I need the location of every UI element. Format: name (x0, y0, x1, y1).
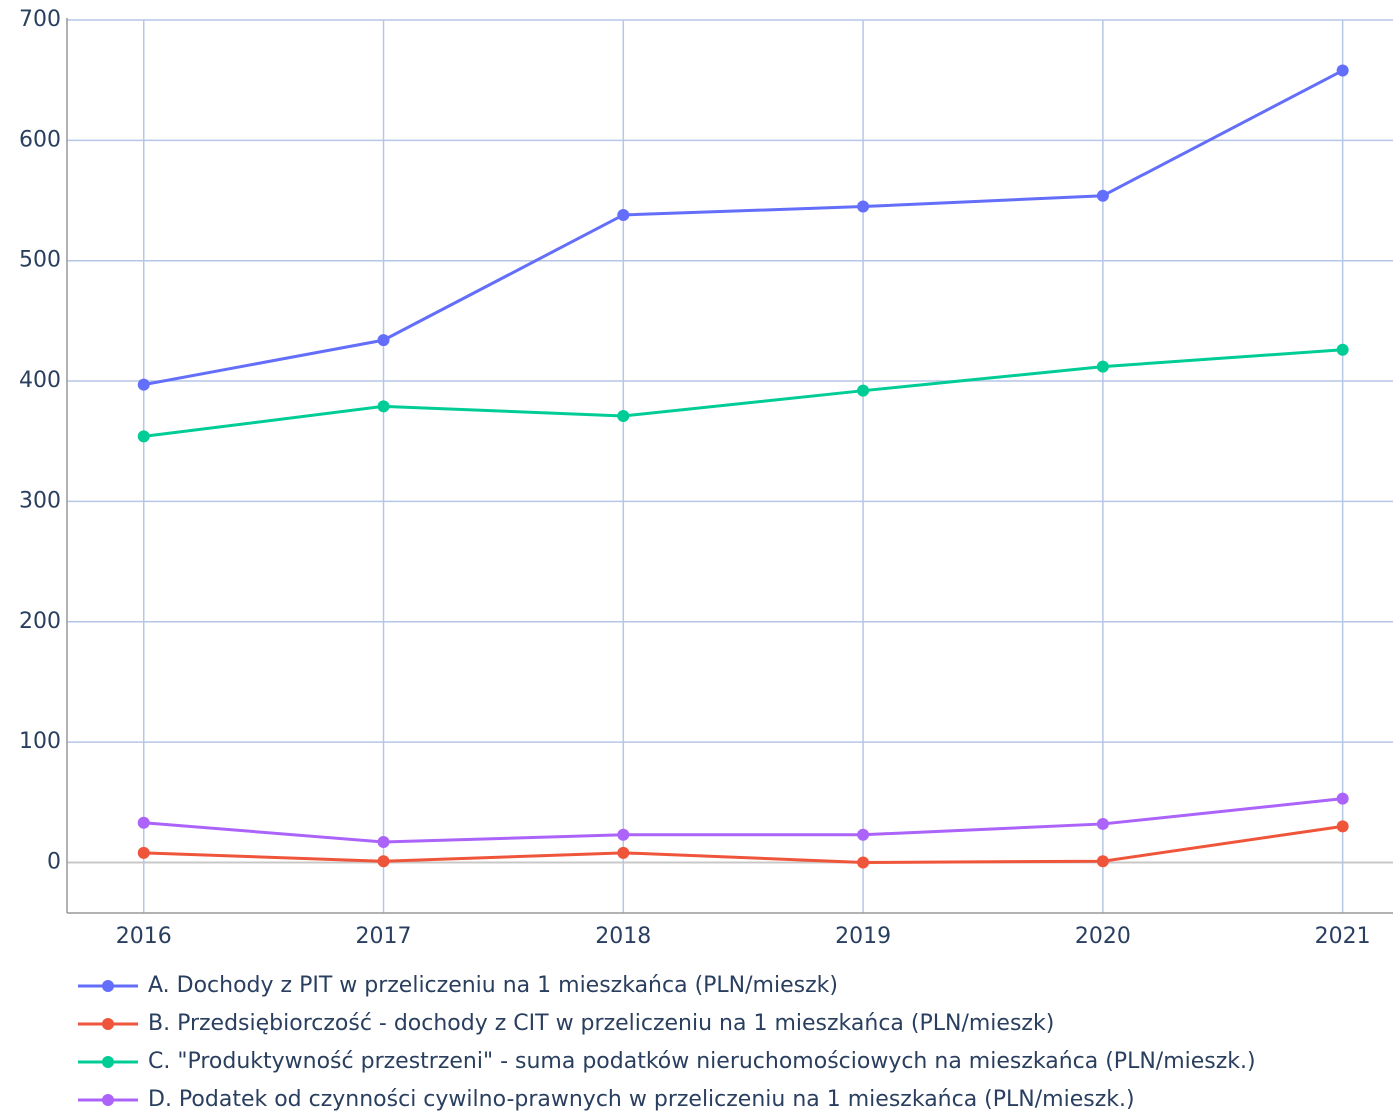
y-tick-label: 0 (47, 849, 61, 874)
x-tick-label: 2020 (1075, 924, 1131, 949)
point (1336, 792, 1349, 805)
point (1096, 817, 1109, 830)
point (857, 384, 870, 397)
y-tick-label: 700 (19, 7, 61, 32)
series-line (143, 69, 1344, 387)
y-tick-label: 300 (19, 488, 61, 513)
legend-label: A. Dochody z PIT w przeliczeniu na 1 mie… (148, 973, 838, 998)
y-tick-label: 400 (19, 368, 61, 393)
series-line (143, 797, 1343, 844)
point (137, 816, 150, 829)
legend-marker (102, 1094, 114, 1106)
y-tick-label: 100 (19, 729, 61, 754)
legend-label: B. Przedsiębiorczość - dochody z CIT w p… (148, 1011, 1054, 1036)
x-tick-label: 2017 (356, 924, 412, 949)
legend-marker (102, 980, 114, 992)
point (1096, 360, 1109, 373)
point (617, 208, 630, 221)
y-tick-label: 600 (19, 127, 61, 152)
point (137, 378, 150, 391)
y-tick-label: 200 (19, 609, 61, 634)
x-tick-label: 2019 (835, 924, 891, 949)
series-line (143, 348, 1343, 438)
point (1096, 189, 1109, 202)
point (617, 846, 630, 859)
y-tick-label: 500 (19, 248, 61, 273)
series-line (143, 824, 1343, 864)
point (377, 334, 390, 347)
point (1336, 820, 1349, 833)
legend-label: C. "Produktywność przestrzeni" - suma po… (148, 1049, 1256, 1074)
x-tick-label: 2021 (1315, 924, 1371, 949)
point (857, 200, 870, 213)
point (857, 856, 870, 869)
legend-label: D. Podatek od czynności cywilno-prawnych… (148, 1087, 1135, 1112)
point (617, 828, 630, 841)
point (377, 400, 390, 413)
point (377, 855, 390, 868)
point (1336, 64, 1349, 77)
point (137, 846, 150, 859)
point (1096, 855, 1109, 868)
legend-marker (102, 1056, 114, 1068)
point (1336, 343, 1349, 356)
point (137, 430, 150, 443)
x-tick-label: 2016 (116, 924, 172, 949)
legend-marker (102, 1018, 114, 1030)
point (857, 828, 870, 841)
point (617, 409, 630, 422)
point (377, 835, 390, 848)
x-tick-label: 2018 (595, 924, 651, 949)
